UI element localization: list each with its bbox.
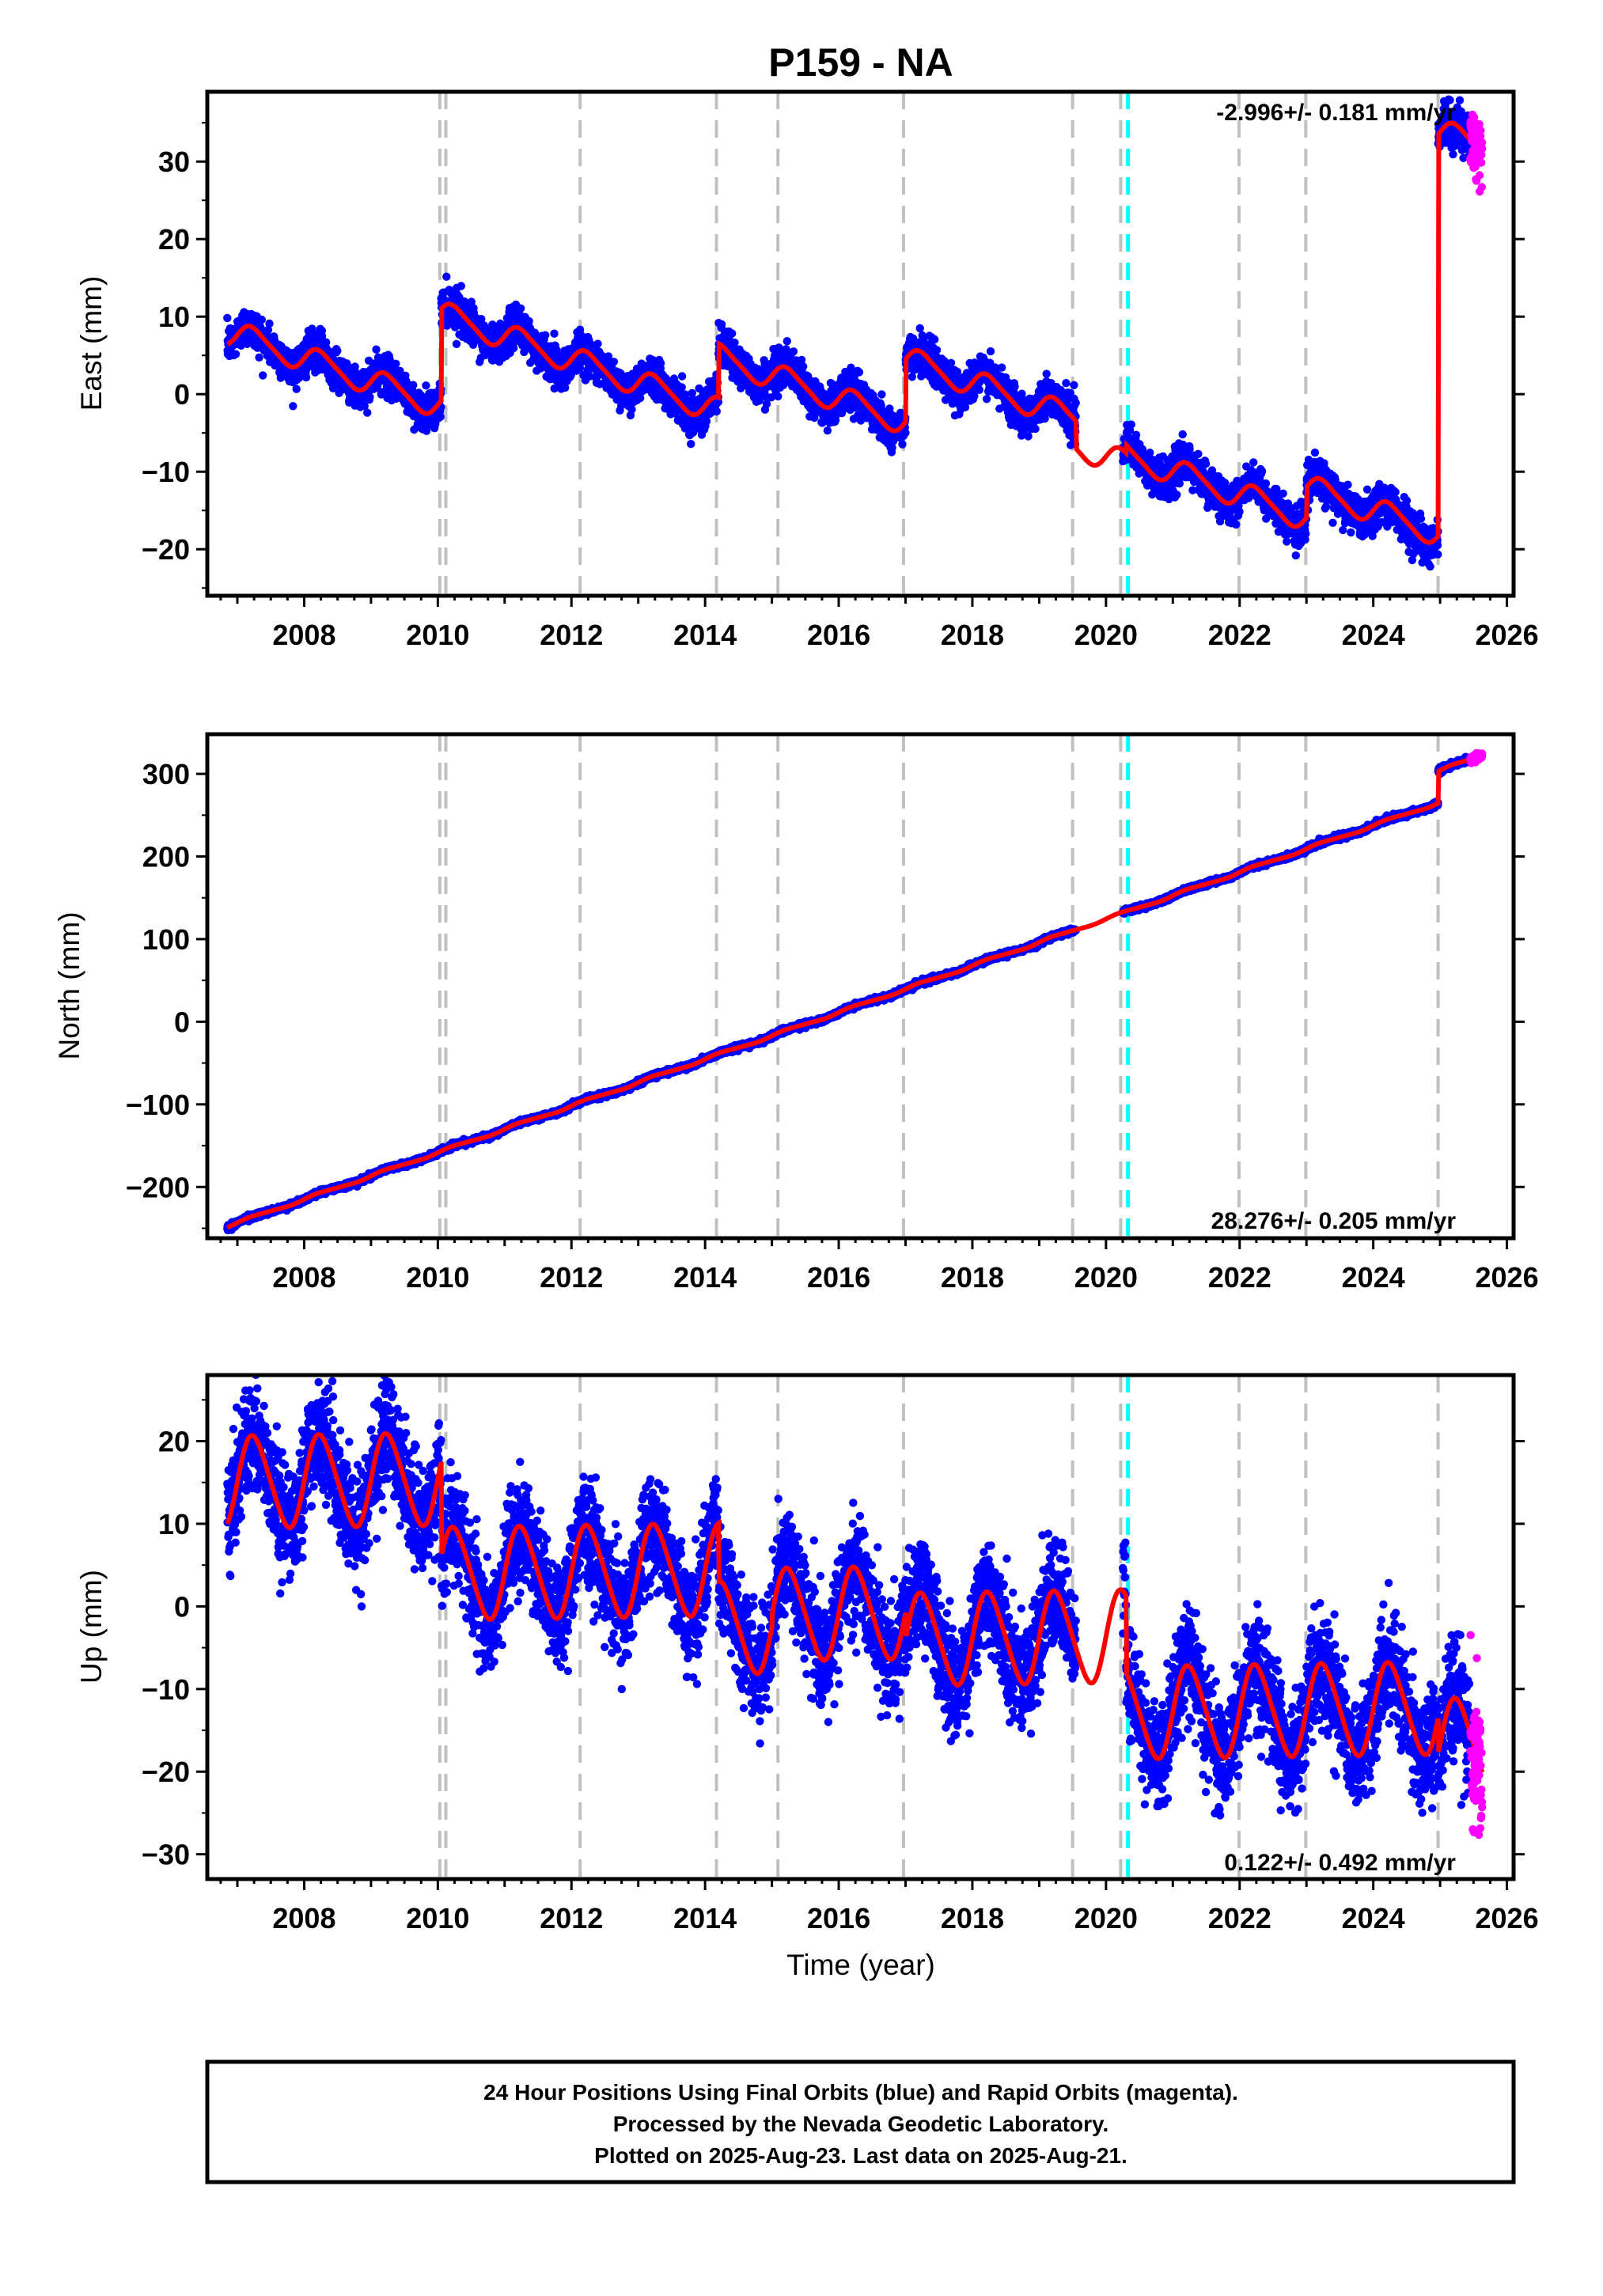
final-orbit-point (901, 428, 910, 438)
final-orbit-point (422, 381, 430, 390)
final-orbit-point (372, 345, 381, 354)
final-orbit-point (728, 329, 737, 338)
final-orbit-point (333, 347, 342, 355)
final-orbit-point (467, 297, 476, 306)
final-orbit-point (442, 272, 451, 281)
final-orbit-point (255, 353, 263, 362)
final-orbit-point (392, 359, 400, 368)
final-orbit-point (982, 395, 991, 404)
final-orbit-point (263, 325, 273, 335)
final-orbit-point (877, 390, 886, 399)
figure-title: P159 - NA (768, 40, 953, 85)
final-orbit-point (730, 338, 739, 347)
final-orbit-point (259, 371, 267, 380)
final-orbit-point (915, 324, 924, 333)
final-orbit-point (986, 347, 995, 356)
final-orbit-point (898, 440, 907, 449)
final-orbit-point (436, 412, 445, 421)
final-orbit-point (1010, 382, 1019, 391)
final-orbit-point (677, 372, 687, 381)
final-orbit-point (422, 426, 431, 435)
final-orbit-point (855, 368, 864, 377)
final-orbit-point (363, 408, 372, 417)
final-orbit-point (1070, 381, 1078, 389)
final-orbit-point (364, 356, 373, 365)
final-orbit-point (712, 407, 721, 416)
final-orbit-point (609, 358, 619, 366)
final-orbit-point (823, 426, 832, 435)
final-orbit-point (550, 329, 559, 338)
final-orbit-point (1042, 369, 1051, 378)
final-orbit-point (1071, 399, 1080, 407)
final-orbit-point (366, 392, 374, 402)
final-orbit-point (457, 282, 465, 290)
final-orbit-point (702, 417, 711, 426)
final-orbit-point (265, 319, 274, 328)
final-orbit-point (517, 304, 525, 313)
final-orbit-point (231, 350, 241, 358)
final-orbit-point (223, 313, 232, 323)
final-orbit-point (593, 339, 602, 348)
east-panel: 2008 2010 2012 2014 2016 2018 2020 2022 2024 2026… (75, 89, 1539, 651)
final-orbit-point (317, 332, 327, 340)
final-orbit-point (687, 439, 695, 449)
final-orbit-point (762, 400, 771, 408)
final-orbit-point (351, 362, 359, 371)
final-orbit-point (930, 335, 939, 344)
east-data-points (223, 95, 1475, 571)
final-orbit-point (932, 346, 942, 354)
final-orbit-point (627, 405, 636, 414)
final-orbit-point (1178, 430, 1187, 439)
final-orbit-point (1024, 432, 1033, 441)
final-orbit-point (946, 358, 956, 367)
final-orbit-point (656, 359, 665, 368)
final-orbit-point (1127, 420, 1136, 429)
final-orbit-point (1031, 424, 1040, 434)
final-orbit-point (783, 337, 791, 346)
final-orbit-point (510, 343, 518, 353)
final-orbit-point (774, 392, 783, 401)
final-orbit-point (409, 381, 418, 389)
final-orbit-point (289, 402, 297, 411)
final-orbit-point (452, 339, 461, 348)
final-orbit-point (1173, 491, 1181, 499)
final-orbit-point (1062, 379, 1071, 388)
final-orbit-point (292, 385, 301, 393)
final-orbit-point (301, 373, 311, 382)
final-orbit-point (1131, 430, 1141, 439)
final-orbit-point (799, 362, 808, 371)
final-orbit-point (677, 383, 686, 392)
final-orbit-point (975, 385, 984, 394)
final-orbit-point (717, 320, 726, 329)
final-orbit-point (257, 315, 266, 324)
final-orbit-point (360, 402, 369, 411)
final-orbit-point (789, 347, 798, 356)
final-orbit-point (541, 331, 550, 339)
final-orbit-point (997, 363, 1006, 372)
final-orbit-point (477, 315, 486, 324)
